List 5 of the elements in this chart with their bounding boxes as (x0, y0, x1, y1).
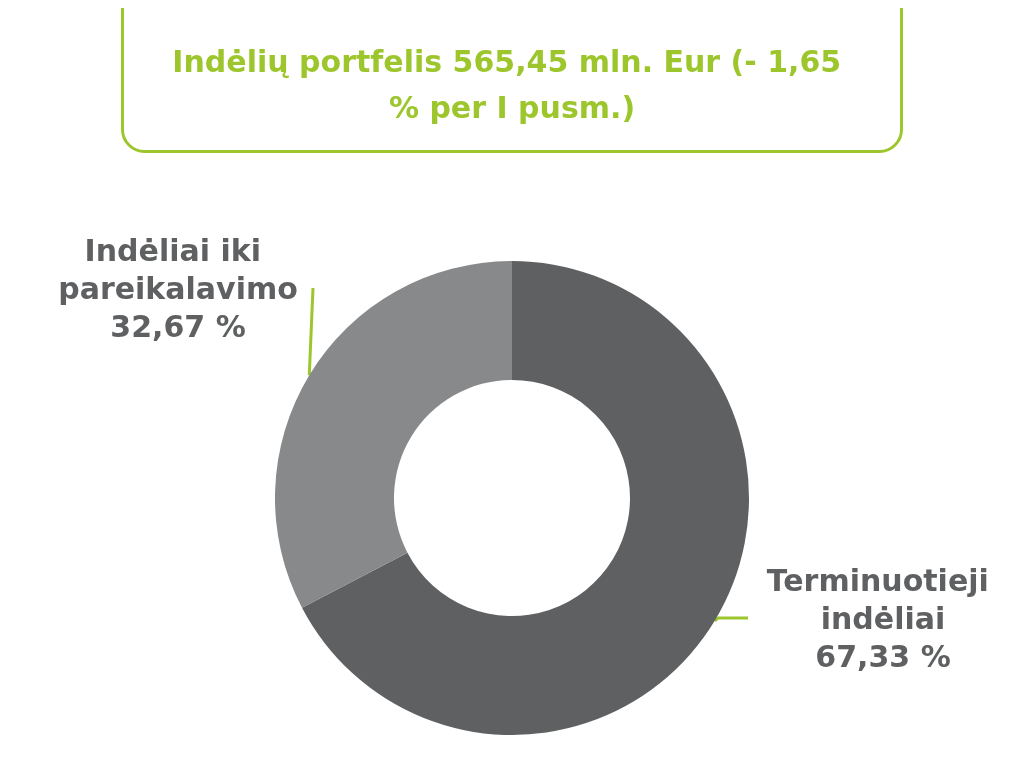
data-label: 32,67 % (110, 308, 246, 344)
data-label: 67,33 % (815, 638, 951, 674)
slice-label: Terminuotieji indėliai (766, 562, 1000, 636)
slice-label: Indėliai iki pareikalavimo (58, 232, 298, 306)
chart-title: Indėlių portfelis 565,45 mln. Eur (- 1,65 % per I pusm.) (172, 43, 852, 125)
